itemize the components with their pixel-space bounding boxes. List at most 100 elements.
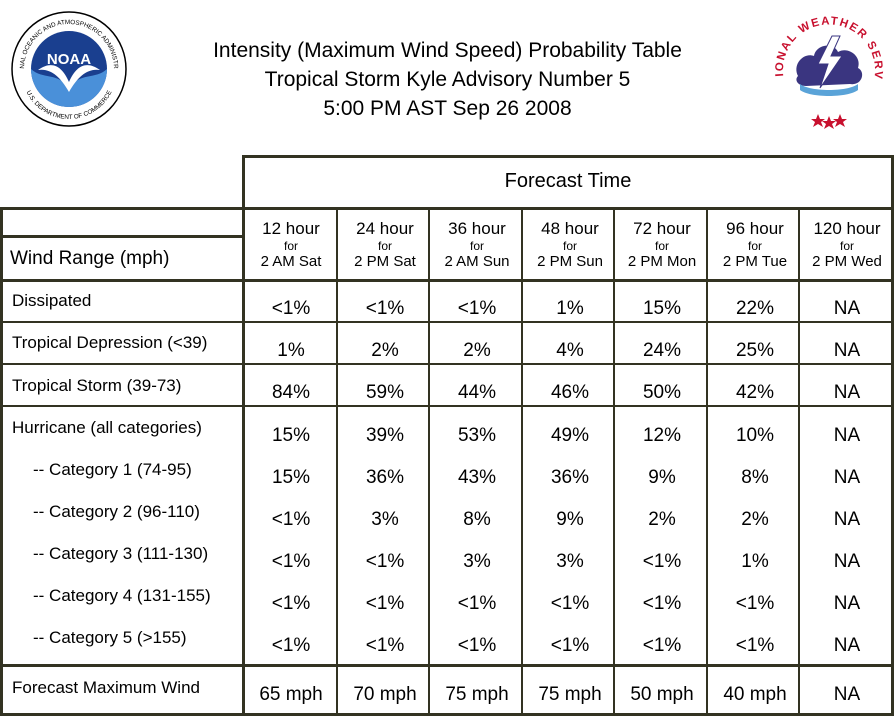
table-cell: <1% bbox=[550, 593, 590, 614]
table-cell: 15% bbox=[271, 425, 311, 446]
title-line-3: 5:00 PM AST Sep 26 2008 bbox=[323, 97, 572, 120]
column-divider bbox=[613, 207, 615, 716]
table-cell: 25% bbox=[735, 340, 775, 361]
column-header: 96 hour for 2 PM Tue bbox=[722, 219, 788, 270]
table-cell: <1% bbox=[642, 635, 682, 656]
table-cell: NA bbox=[833, 509, 861, 530]
table-cell: 1% bbox=[741, 551, 769, 572]
row-divider bbox=[0, 363, 894, 365]
title-line-1: Intensity (Maximum Wind Speed) Probabili… bbox=[213, 39, 682, 62]
table-cell: 3% bbox=[371, 509, 399, 530]
table-cell: 75 mph bbox=[445, 684, 509, 705]
table-cell: NA bbox=[833, 467, 861, 488]
row-label: Dissipated bbox=[12, 291, 92, 310]
table-cell: 2% bbox=[648, 509, 676, 530]
row-divider bbox=[0, 664, 894, 667]
row-label: Forecast Maximum Wind bbox=[12, 678, 200, 697]
table-cell: <1% bbox=[642, 593, 682, 614]
table-cell: 15% bbox=[271, 467, 311, 488]
table-cell: NA bbox=[833, 340, 861, 361]
table-cell: 75 mph bbox=[538, 684, 602, 705]
table-cell: 9% bbox=[648, 467, 676, 488]
column-divider bbox=[428, 207, 430, 716]
table-cell: 49% bbox=[550, 425, 590, 446]
noaa-logo-text: NOAA bbox=[47, 51, 91, 68]
table-cell: <1% bbox=[271, 509, 311, 530]
table-cell: <1% bbox=[457, 298, 497, 319]
table-cell: 53% bbox=[457, 425, 497, 446]
table-cell: 46% bbox=[550, 382, 590, 403]
column-header: 36 hour for 2 AM Sun bbox=[444, 219, 510, 270]
row-label: -- Category 2 (96-110) bbox=[33, 502, 200, 521]
table-cell: 10% bbox=[735, 425, 775, 446]
column-divider bbox=[798, 207, 800, 716]
table-cell: <1% bbox=[550, 635, 590, 656]
table-cell: <1% bbox=[457, 593, 497, 614]
table-cell: 36% bbox=[365, 467, 405, 488]
table-cell: 42% bbox=[735, 382, 775, 403]
table-cell: <1% bbox=[365, 551, 405, 572]
column-divider bbox=[706, 207, 708, 716]
table-cell: 2% bbox=[371, 340, 399, 361]
table-cell: 36% bbox=[550, 467, 590, 488]
table-cell: 50 mph bbox=[630, 684, 694, 705]
row-label: -- Category 1 (74-95) bbox=[33, 460, 192, 479]
table-cell: 40 mph bbox=[723, 684, 787, 705]
table-cell: 50% bbox=[642, 382, 682, 403]
table-cell: 12% bbox=[642, 425, 682, 446]
nws-logo: NATIONAL WEATHER SERVICE bbox=[765, 0, 888, 130]
table-cell: 65 mph bbox=[259, 684, 323, 705]
table-cell: NA bbox=[833, 425, 861, 446]
table-cell: 9% bbox=[556, 509, 584, 530]
table-cell: 1% bbox=[556, 298, 584, 319]
table-cell: 15% bbox=[642, 298, 682, 319]
table-cell: 8% bbox=[463, 509, 491, 530]
table-cell: 2% bbox=[463, 340, 491, 361]
table-cell: 24% bbox=[642, 340, 682, 361]
table-cell: NA bbox=[833, 684, 861, 705]
column-header: 24 hour for 2 PM Sat bbox=[354, 219, 416, 270]
row-label: Tropical Depression (<39) bbox=[12, 333, 208, 352]
noaa-logo: NOAA NATIONAL OCEANIC AND ATMOSPHERIC AD… bbox=[8, 5, 128, 128]
row-label: -- Category 4 (131-155) bbox=[33, 586, 211, 605]
column-header: 120 hour for 2 PM Wed bbox=[812, 219, 882, 270]
page-title: Intensity (Maximum Wind Speed) Probabili… bbox=[150, 36, 745, 123]
title-line-2: Tropical Storm Kyle Advisory Number 5 bbox=[264, 68, 631, 91]
table-cell: NA bbox=[833, 298, 861, 319]
table-cell: 84% bbox=[271, 382, 311, 403]
table-cell: <1% bbox=[642, 551, 682, 572]
table-cell: 39% bbox=[365, 425, 405, 446]
table-cell: <1% bbox=[365, 593, 405, 614]
table-cell: <1% bbox=[457, 635, 497, 656]
table-cell: 59% bbox=[365, 382, 405, 403]
row-label: -- Category 5 (>155) bbox=[33, 628, 187, 647]
column-header: 12 hour for 2 AM Sat bbox=[260, 219, 322, 270]
table-cell: <1% bbox=[735, 635, 775, 656]
row-divider bbox=[0, 279, 894, 282]
table-cell: 2% bbox=[741, 509, 769, 530]
column-divider bbox=[336, 207, 338, 716]
probability-table bbox=[0, 207, 894, 716]
table-cell: <1% bbox=[365, 298, 405, 319]
column-header: 48 hour for 2 PM Sun bbox=[537, 219, 603, 270]
table-cell: NA bbox=[833, 382, 861, 403]
column-header: 72 hour for 2 PM Mon bbox=[627, 219, 697, 270]
table-cell: <1% bbox=[365, 635, 405, 656]
row-divider bbox=[0, 405, 894, 407]
table-cell: 22% bbox=[735, 298, 775, 319]
row-label: -- Category 3 (111-130) bbox=[33, 544, 209, 563]
table-cell: 8% bbox=[741, 467, 769, 488]
table-cell: 3% bbox=[556, 551, 584, 572]
row-divider bbox=[0, 321, 894, 323]
table-cell: <1% bbox=[271, 593, 311, 614]
table-cell: 43% bbox=[457, 467, 497, 488]
table-cell: 4% bbox=[556, 340, 584, 361]
table-cell: NA bbox=[833, 635, 861, 656]
column-divider bbox=[242, 155, 245, 716]
table-cell: <1% bbox=[271, 635, 311, 656]
table-cell: <1% bbox=[271, 551, 311, 572]
forecast-time-label: Forecast Time bbox=[504, 170, 632, 192]
wind-range-label: Wind Range (mph) bbox=[10, 248, 170, 269]
table-cell: 1% bbox=[277, 340, 305, 361]
row-label: Tropical Storm (39-73) bbox=[12, 376, 182, 395]
